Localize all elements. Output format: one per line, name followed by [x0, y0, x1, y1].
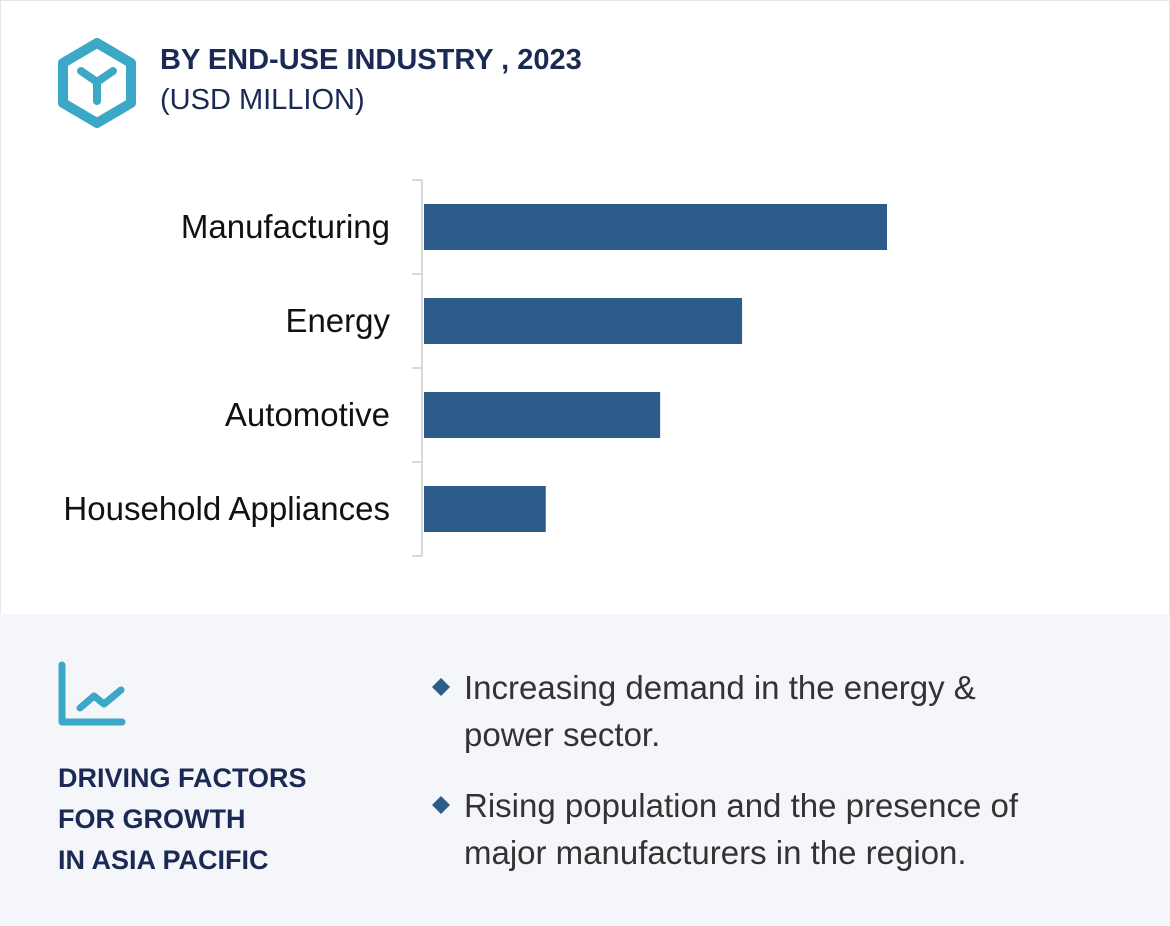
bullet-text: Increasing demand in the energy & power …	[464, 669, 976, 753]
line-chart-icon	[58, 661, 126, 726]
driving-factors-panel	[0, 614, 1170, 926]
chart-subtitle: (USD MILLION)	[160, 84, 365, 116]
diamond-bullet-icon	[432, 796, 450, 814]
category-label: Energy	[285, 302, 390, 339]
heading-line: FOR GROWTH	[58, 804, 246, 834]
driving-factors-heading: DRIVING FACTORS FOR GROWTH IN ASIA PACIF…	[58, 758, 307, 881]
chart-title: BY END-USE INDUSTRY , 2023	[160, 44, 582, 76]
category-label: Manufacturing	[181, 208, 390, 245]
bar-chart: Manufacturing Energy Automotive Household A…	[63, 179, 887, 557]
bullet-item: Increasing demand in the energy & power …	[432, 664, 1112, 758]
cube-icon	[58, 38, 136, 128]
bar	[424, 204, 887, 250]
diamond-bullet-icon	[432, 678, 450, 696]
bullet-item: Rising population and the presence of ma…	[432, 782, 1112, 876]
heading-line: DRIVING FACTORS	[58, 763, 307, 793]
category-label: Automotive	[225, 396, 390, 433]
category-label: Household Appliances	[63, 490, 390, 527]
bar	[424, 392, 661, 438]
heading-line: IN ASIA PACIFIC	[58, 845, 269, 875]
bar	[424, 486, 546, 532]
bar	[424, 298, 743, 344]
bullet-text: Rising population and the presence of ma…	[464, 787, 1019, 871]
